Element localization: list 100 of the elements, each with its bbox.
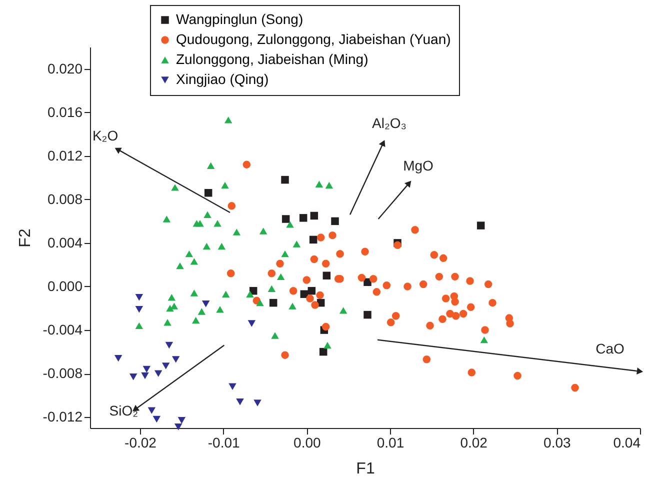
point — [322, 260, 330, 268]
point — [185, 250, 194, 258]
x-tick-label: -0.02 — [124, 434, 157, 450]
point — [422, 356, 431, 364]
point — [310, 255, 318, 264]
point — [299, 214, 308, 222]
point — [392, 312, 400, 320]
point — [484, 280, 492, 288]
point — [276, 273, 285, 280]
point — [419, 280, 428, 288]
x-tick-label: 0.02 — [460, 434, 488, 450]
point — [135, 294, 144, 301]
y-tick-label: 0.000 — [47, 278, 83, 294]
point — [135, 306, 144, 313]
point — [310, 212, 318, 220]
point — [224, 116, 232, 124]
point — [190, 290, 198, 296]
point — [129, 373, 138, 380]
point — [228, 202, 236, 210]
point — [571, 384, 579, 392]
point — [322, 272, 331, 280]
point — [256, 299, 264, 306]
point — [114, 354, 122, 362]
point — [292, 240, 301, 248]
point — [386, 318, 395, 326]
point — [216, 306, 224, 313]
series-label: CaO — [596, 340, 624, 356]
point — [302, 276, 311, 284]
legend-label: Xingjiao (Qing) — [176, 71, 269, 87]
point — [328, 231, 336, 240]
point — [282, 215, 290, 223]
point — [141, 372, 149, 380]
point — [514, 372, 522, 380]
point — [481, 326, 489, 334]
x-tick-label: 0.00 — [294, 434, 322, 450]
point — [404, 282, 412, 290]
point — [466, 303, 475, 312]
series-label: Al₂O₃ — [372, 115, 406, 132]
x-tick-label: 0.03 — [544, 434, 572, 450]
point — [254, 400, 262, 406]
point — [178, 417, 186, 424]
point — [316, 291, 324, 300]
point — [246, 290, 254, 298]
point — [148, 407, 156, 414]
point — [168, 294, 176, 301]
y-tick-label: 0.016 — [47, 104, 83, 120]
point — [236, 398, 244, 406]
point — [271, 332, 279, 339]
point — [190, 258, 198, 265]
point — [325, 182, 334, 189]
y-tick-label: 0.008 — [47, 190, 83, 207]
x-tick-label: 0.01 — [376, 434, 404, 450]
series-label: K₂O — [92, 127, 118, 144]
point — [204, 188, 212, 197]
point — [336, 250, 344, 258]
legend-label: Wangpinglun (Song) — [176, 11, 304, 27]
point — [276, 260, 284, 268]
point — [172, 356, 180, 363]
point — [411, 226, 419, 234]
point — [162, 362, 170, 370]
y-tick-label: -0.008 — [42, 365, 83, 382]
legend-label: Qudougong, Zulonggong, Jiabeishan (Yuan) — [176, 31, 451, 47]
point — [426, 322, 434, 330]
point — [322, 322, 330, 331]
point — [248, 320, 256, 327]
point — [221, 182, 229, 189]
point — [165, 342, 174, 349]
point — [430, 251, 438, 259]
point — [316, 234, 325, 242]
point — [488, 298, 496, 307]
point — [259, 228, 268, 234]
point — [361, 248, 369, 256]
point — [324, 342, 332, 349]
point — [214, 220, 222, 227]
series-label: MgO — [403, 157, 434, 174]
point — [204, 211, 212, 218]
point — [311, 301, 319, 309]
point — [281, 250, 289, 258]
point — [196, 220, 204, 227]
point — [154, 370, 162, 377]
point — [435, 272, 444, 281]
point — [288, 302, 296, 310]
x-tick-label: -0.01 — [208, 434, 240, 450]
point — [442, 294, 450, 302]
point — [364, 310, 372, 319]
point — [382, 282, 391, 290]
point — [289, 286, 298, 295]
point — [218, 242, 226, 250]
point — [142, 366, 151, 373]
y-tick-label: 0.012 — [47, 147, 83, 164]
point — [439, 254, 448, 262]
point — [198, 308, 206, 315]
point — [152, 416, 161, 423]
point — [451, 298, 459, 306]
y-tick-label: 0.020 — [47, 60, 83, 76]
point — [268, 285, 276, 292]
point — [300, 290, 308, 298]
point — [372, 288, 381, 296]
point — [308, 286, 316, 295]
point — [358, 274, 366, 282]
